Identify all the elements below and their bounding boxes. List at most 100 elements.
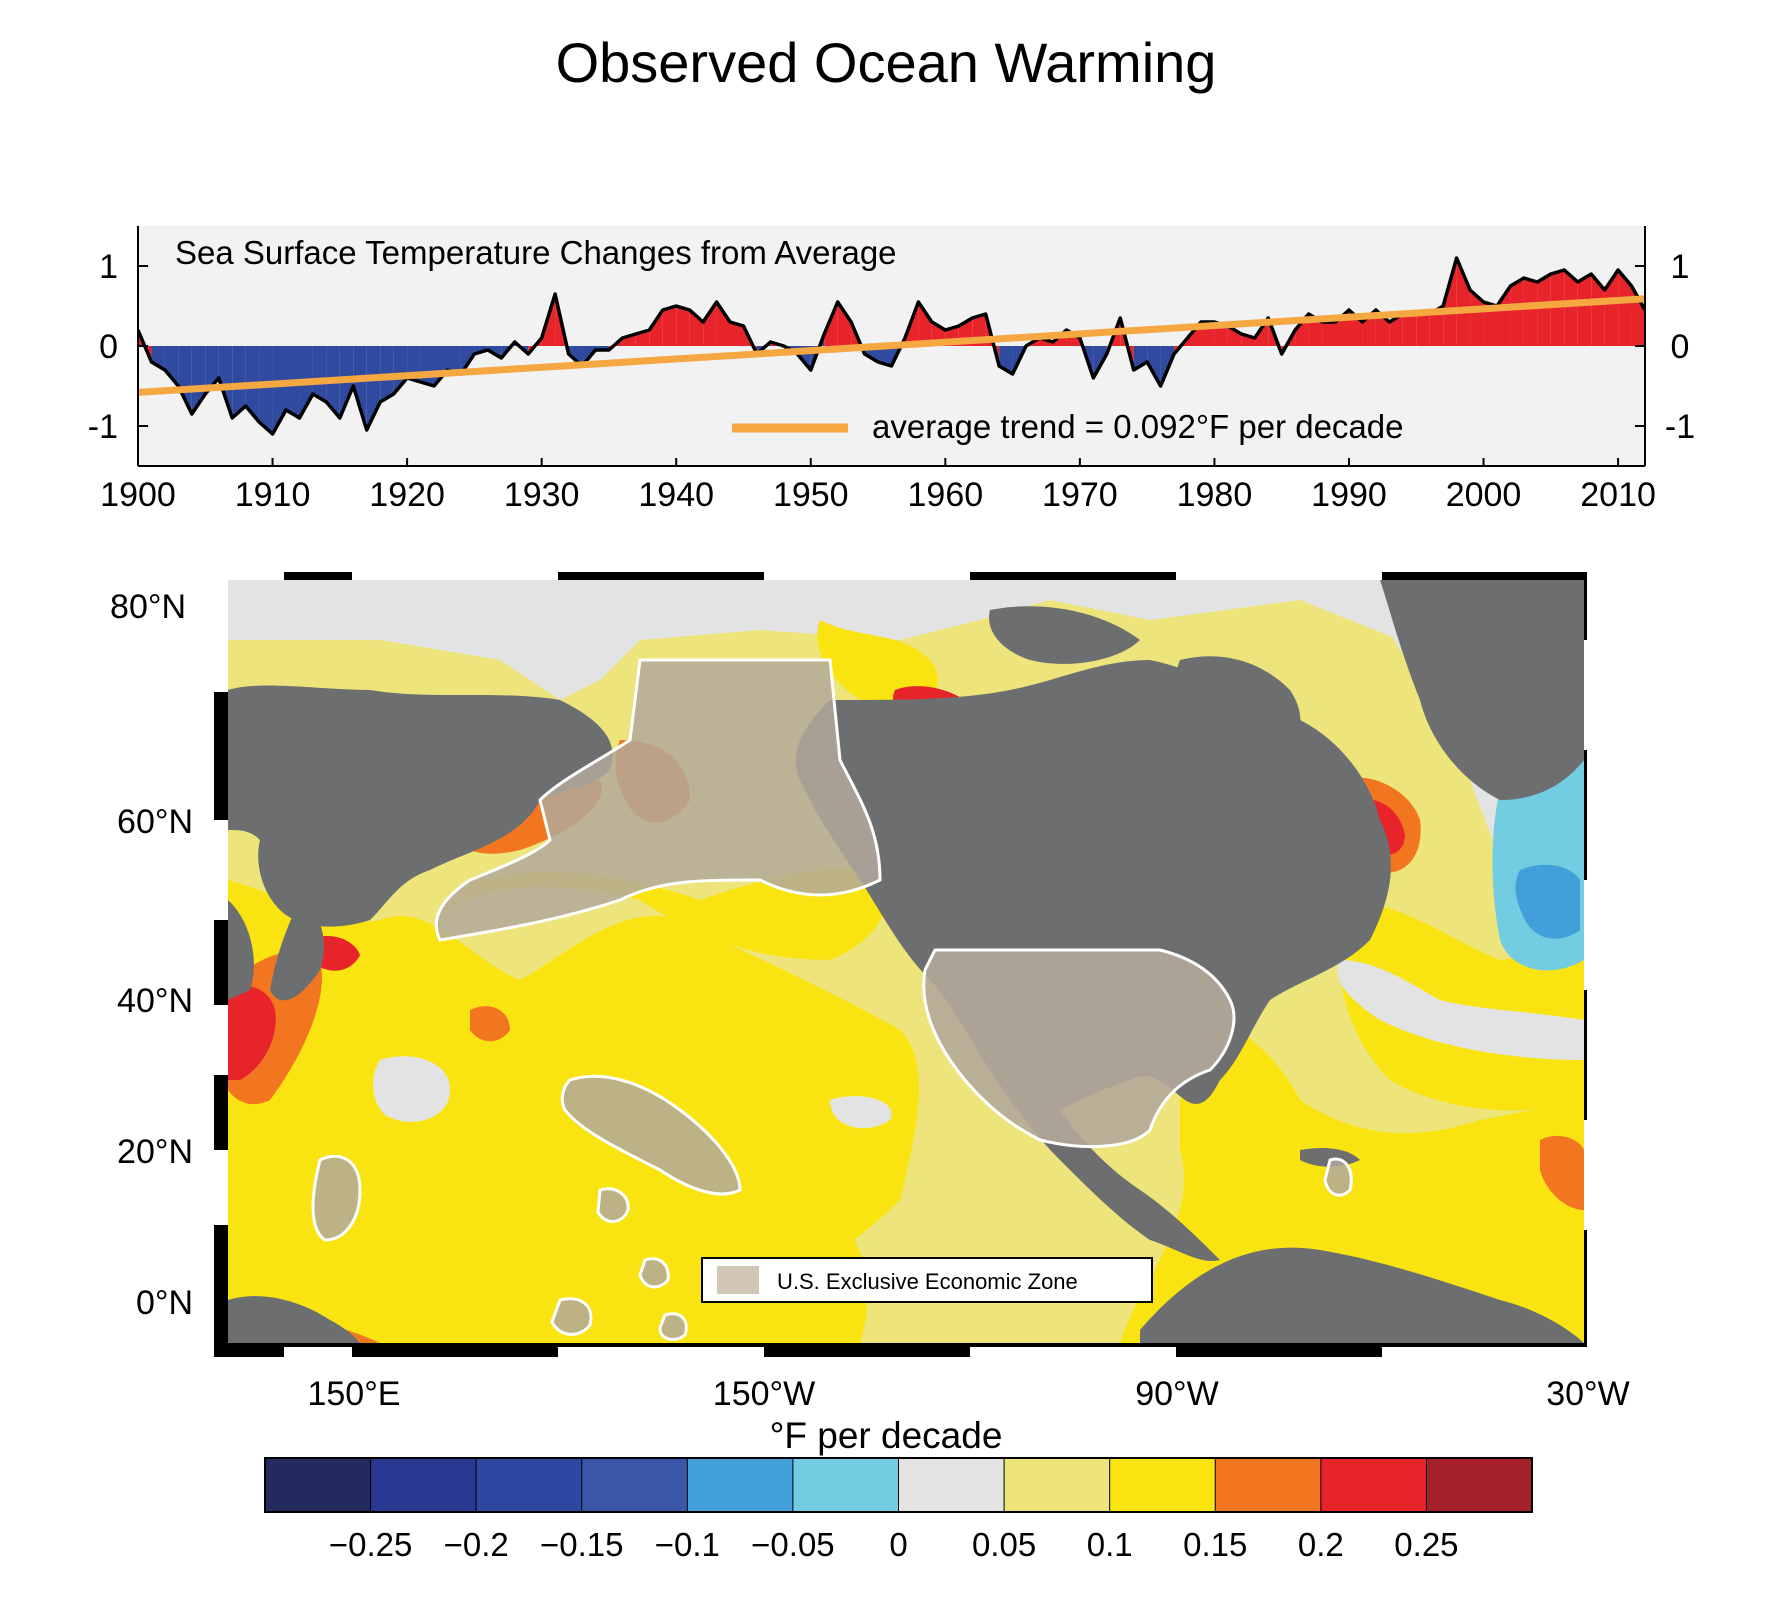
- anomaly-fill-segment-1958: [918, 302, 932, 346]
- colorbar-bin-6: [898, 1458, 1005, 1512]
- colorbar-bin-1: [370, 1458, 477, 1512]
- anomaly-fill-segment-1999: [1470, 290, 1484, 346]
- colorbar-bin-3: [581, 1458, 688, 1512]
- x-tick-label-1930: 1930: [504, 476, 580, 514]
- anomaly-fill-segment-1994: [1402, 314, 1417, 346]
- anomaly-fill-segment-2005: [1550, 270, 1565, 346]
- eez-howland-baker: [550, 1297, 593, 1336]
- land-new-guinea: [228, 1296, 360, 1343]
- neutral-patch-east-pacific: [830, 1096, 892, 1129]
- eez-legend-swatch: [717, 1266, 759, 1294]
- anomaly-fill-segment-2007: [1577, 274, 1592, 346]
- anomaly-fill-segment-1988: [1322, 322, 1336, 346]
- anomaly-fill-segment-1940: [676, 306, 690, 346]
- lat-label-80n: 80°N: [110, 588, 186, 626]
- x-tick-label-1900: 1900: [100, 476, 176, 514]
- anomaly-fill-segment-1975: [1147, 346, 1161, 386]
- yellow-beaufort-region: [817, 620, 939, 708]
- anomaly-fill-segment-2003: [1523, 278, 1538, 346]
- ocean-warming-map-panel: U.S. Exclusive Economic Zone 80°N 60°N 4…: [110, 572, 1630, 1413]
- colorbar-tick-label-8: 0.15: [1183, 1526, 1247, 1563]
- anomaly-fill-segment-1910: [272, 346, 287, 434]
- map-longitude-labels: 150°E 150°W 90°W 30°W: [307, 1375, 1629, 1413]
- anomaly-fill-segment-2009: [1604, 270, 1619, 346]
- land-japan: [270, 900, 324, 1001]
- anomaly-fill-segment-1955: [878, 346, 892, 366]
- land-south-america: [1140, 1247, 1584, 1343]
- colorbar-tick-label-3: −0.1: [655, 1526, 720, 1563]
- anomaly-fill-segment-1939: [662, 306, 677, 346]
- anomaly-fill-segment-1998: [1456, 258, 1471, 346]
- colorbar-tick-label-5: 0: [889, 1526, 907, 1563]
- lat-label-20n: 20°N: [117, 1133, 193, 1171]
- anomaly-fill-segment-2006: [1564, 270, 1578, 346]
- colorbar-bin-7: [1004, 1458, 1111, 1512]
- eez-palmyra: [638, 1257, 670, 1289]
- anomaly-fill-segment-1923: [447, 346, 461, 374]
- y-tick-label-right-0: 0: [1671, 328, 1690, 366]
- cooler-north-atlantic-core: [1515, 864, 1580, 939]
- anomaly-fill-segment-1909: [259, 346, 273, 434]
- anomaly-fill-segment-1916: [353, 346, 367, 430]
- trend-line: [138, 295, 1645, 396]
- trend-legend-label: average trend = 0.092°F per decade: [872, 408, 1403, 445]
- anomaly-fill-segment-2004: [1537, 274, 1551, 346]
- land-greenland: [1380, 580, 1584, 800]
- y-tick-label-left-1: 1: [99, 248, 118, 286]
- anomaly-fill-segment-2010: [1618, 270, 1632, 346]
- lon-label-90w: 90°W: [1135, 1375, 1219, 1413]
- eez-legend-label: U.S. Exclusive Economic Zone: [777, 1269, 1078, 1294]
- anomaly-fill-segment-1997: [1443, 258, 1457, 346]
- anomaly-fill-segment-1944: [730, 322, 744, 346]
- eez-puerto-rico: [1323, 1157, 1353, 1197]
- figure-title: Observed Ocean Warming: [556, 31, 1217, 94]
- anomaly-fill-segment-1902: [164, 346, 179, 386]
- colorbar: [264, 1457, 1533, 1513]
- anomaly-line: [138, 256, 1645, 436]
- sst-time-series-panel: 1900 1910 1920 1930 1940 1950 1960 1970 1980 1990…: [88, 226, 1695, 514]
- colorbar-tick-label-9: 0.2: [1298, 1526, 1344, 1563]
- anomaly-fill-segment-1913: [312, 346, 327, 402]
- lon-label-150w: 150°W: [713, 1375, 815, 1413]
- eez-legend-box: [701, 1257, 1153, 1303]
- anomaly-fill-segment-1952: [837, 302, 852, 346]
- colorbar-tick-label-1: −0.2: [444, 1526, 509, 1563]
- colorbar-label: °F per decade: [770, 1415, 1003, 1456]
- colorbar-bin-9: [1215, 1458, 1322, 1512]
- colorbar-tick-label-6: 0.05: [972, 1526, 1036, 1563]
- anomaly-fill-segment-1919: [393, 346, 408, 394]
- us-eez-zones: [311, 658, 1353, 1341]
- x-tick-label-1970: 1970: [1042, 476, 1118, 514]
- lon-label-150e: 150°E: [307, 1375, 400, 1413]
- map-field: U.S. Exclusive Economic Zone: [228, 580, 1584, 1343]
- anomaly-fill-segment-1942: [703, 302, 717, 346]
- colorbar-tick-label-10: 0.25: [1394, 1526, 1458, 1563]
- x-tick-label-2010: 2010: [1580, 476, 1656, 514]
- anomaly-fill-segment-1943: [716, 302, 731, 346]
- x-tick-label-1920: 1920: [369, 476, 445, 514]
- y-tick-label-left--1: -1: [88, 408, 118, 446]
- eez-jarvis: [658, 1312, 688, 1341]
- colorbar-tick-labels: −0.25 −0.2 −0.15 −0.1 −0.05 0 0.05 0.1 0.15 0.2 0.…: [329, 1526, 1459, 1563]
- x-tick-label-2000: 2000: [1446, 476, 1522, 514]
- anomaly-fill-segment-2002: [1510, 278, 1524, 346]
- anomaly-fill-segment-1996: [1429, 306, 1444, 346]
- y-tick-label-left-0: 0: [99, 328, 118, 366]
- land-arctic-archipelago: [989, 606, 1140, 664]
- yellow-north-pacific-band: [430, 867, 888, 960]
- y-tick-label-right--1: -1: [1665, 408, 1695, 446]
- x-tick-label-1980: 1980: [1177, 476, 1253, 514]
- eez-contiguous-us: [922, 948, 1236, 1148]
- red-japan-hotspot: [228, 986, 276, 1080]
- colorbar-bin-0: [265, 1458, 372, 1512]
- orange-east-atlantic-spot: [1540, 1135, 1584, 1210]
- x-tick-label-1990: 1990: [1311, 476, 1387, 514]
- colorbar-tick-label-4: −0.05: [751, 1526, 835, 1563]
- y-tick-label-right-1: 1: [1671, 248, 1690, 286]
- eez-johnston: [596, 1187, 630, 1223]
- colorbar-bin-8: [1109, 1458, 1216, 1512]
- colorbar-bin-4: [687, 1458, 794, 1512]
- eez-hawaii: [560, 1074, 742, 1196]
- x-tick-label-1960: 1960: [908, 476, 984, 514]
